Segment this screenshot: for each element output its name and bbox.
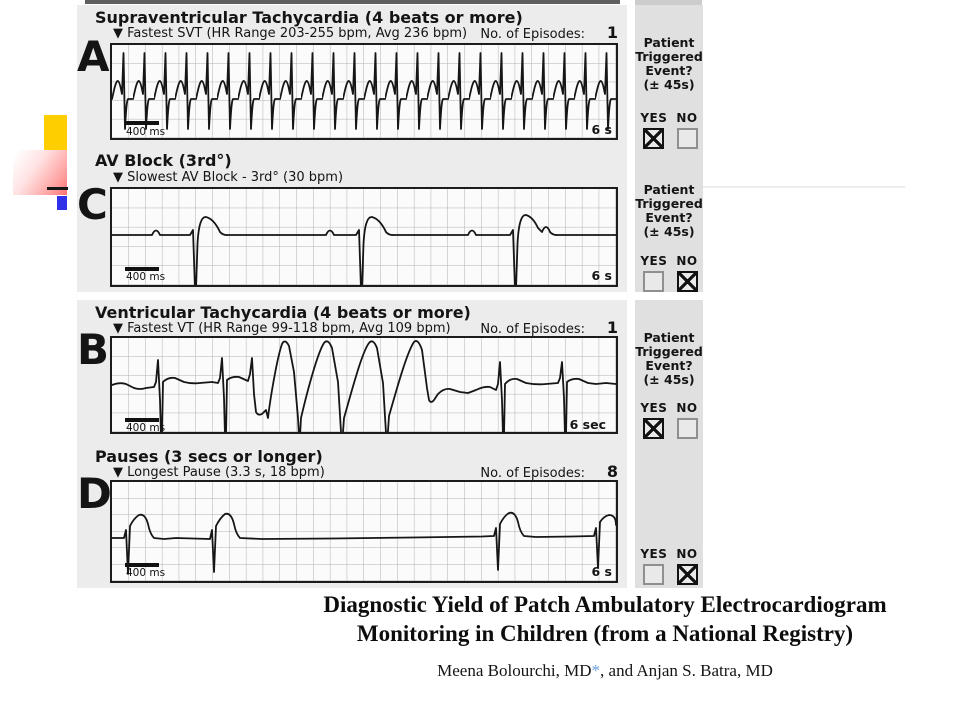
panel-a-episodes-label: No. of Episodes: [480, 27, 585, 42]
paper-title-line-2: Monitoring in Children (from a National … [356, 621, 854, 646]
panel-d-episodes-label: No. of Episodes: [480, 466, 585, 481]
sidebar-question-c-line1: Patient Triggered Event? [635, 182, 703, 225]
decor-blue-square [57, 196, 67, 210]
panel-b-yes-checkbox[interactable] [643, 418, 665, 439]
sidebar-question-b-line1: Patient Triggered Event? [635, 330, 703, 373]
sidebar-answer-a: YES NO [635, 111, 703, 149]
panel-a-letter: A [77, 32, 110, 81]
sidebar-answer-c: YES NO [635, 254, 703, 292]
sidebar-question-c-line2: (± 45s) [643, 224, 695, 239]
no-label-c: NO [676, 254, 698, 268]
panel-b-subtitle: ▼ Fastest VT (HR Range 99-118 bpm, Avg 1… [113, 321, 451, 336]
author-rest: , and Anjan S. Batra, MD [600, 661, 773, 680]
no-label-b: NO [676, 401, 698, 415]
top-border-strip [85, 0, 620, 4]
yes-label-a: YES [640, 111, 668, 125]
panel-d-episodes-value: 8 [606, 462, 618, 481]
author-asterisk: * [591, 661, 601, 680]
sidebar-question-b: Patient Triggered Event? (± 45s) [635, 331, 703, 387]
panel-c-waveform [112, 189, 616, 285]
author-name-1: Meena Bolourchi, MD [437, 661, 592, 680]
panel-c-yes-checkbox[interactable] [643, 271, 665, 292]
paper-authors: Meena Bolourchi, MD*, and Anjan S. Batra… [250, 661, 960, 681]
panel-c-title: AV Block (3rd°) [95, 151, 232, 170]
panel-d-scale-label: 400 ms [126, 567, 166, 579]
paper-title: Diagnostic Yield of Patch Ambulatory Ele… [250, 590, 960, 648]
panel-b-waveform [112, 338, 616, 432]
sidebar-top-strip [635, 0, 702, 7]
panel-c-subtitle: ▼ Slowest AV Block - 3rd° (30 bpm) [113, 170, 344, 185]
panel-b-title: Ventricular Tachycardia (4 beats or more… [95, 303, 471, 322]
panel-a-episodes-value: 1 [606, 23, 618, 42]
decor-yellow-square [44, 115, 67, 150]
panel-b-no-checkbox[interactable] [676, 418, 698, 439]
panel-d-no-checkbox[interactable] [676, 564, 698, 585]
panel-c-ecg-strip [110, 187, 618, 287]
panel-a-scale-label: 400 ms [126, 126, 166, 138]
panel-c-scale-bar [125, 267, 159, 271]
panel-b-duration-label: 6 sec [569, 417, 606, 432]
yes-label-d: YES [640, 547, 668, 561]
panel-d-yes-checkbox[interactable] [643, 564, 665, 585]
panel-b-episodes-value: 1 [606, 318, 618, 337]
panel-d-ecg-strip [110, 480, 618, 583]
panel-d-scale-bar [125, 563, 159, 567]
sidebar-question-a: Patient Triggered Event? (± 45s) [635, 36, 703, 92]
panel-d-duration-label: 6 s [591, 564, 613, 579]
faint-divider-line [703, 186, 905, 188]
sidebar-answer-b: YES NO [635, 401, 703, 439]
panel-a-subtitle: ▼ Fastest SVT (HR Range 203-255 bpm, Avg… [113, 26, 468, 41]
panel-a-yes-checkbox[interactable] [643, 128, 665, 149]
paper-title-line-1: Diagnostic Yield of Patch Ambulatory Ele… [323, 592, 887, 617]
sidebar-question-c: Patient Triggered Event? (± 45s) [635, 183, 703, 239]
panel-a-title: Supraventricular Tachycardia (4 beats or… [95, 8, 523, 27]
no-label-d: NO [676, 547, 698, 561]
panel-c-letter: C [77, 180, 108, 229]
sidebar-column-bottom [635, 300, 703, 588]
no-label-a: NO [676, 111, 698, 125]
sidebar-question-a-line1: Patient Triggered Event? [635, 35, 703, 78]
panel-c-scale-label: 400 ms [126, 271, 166, 283]
panel-a-scale-bar [125, 121, 159, 125]
panel-d-waveform [112, 482, 616, 581]
sidebar-answer-d: YES NO [635, 547, 703, 585]
sidebar-question-a-line2: (± 45s) [643, 77, 695, 92]
panel-d-subtitle: ▼ Longest Pause (3.3 s, 18 bpm) [113, 465, 325, 480]
panel-c-no-checkbox[interactable] [676, 271, 698, 292]
panel-b-ecg-strip [110, 336, 618, 434]
yes-label-c: YES [640, 254, 668, 268]
panel-a-duration-label: 6 s [591, 122, 613, 137]
panel-a-waveform [112, 45, 616, 138]
panel-d-title: Pauses (3 secs or longer) [95, 447, 323, 466]
panel-b-episodes-label: No. of Episodes: [480, 322, 585, 337]
panel-a-ecg-strip [110, 43, 618, 140]
decor-horizontal-line [47, 187, 68, 190]
panel-a-no-checkbox[interactable] [676, 128, 698, 149]
panel-d-letter: D [77, 469, 112, 518]
panel-b-letter: B [77, 325, 110, 374]
sidebar-question-b-line2: (± 45s) [643, 372, 695, 387]
panel-b-scale-label: 400 ms [126, 422, 166, 434]
panel-b-scale-bar [125, 418, 159, 422]
yes-label-b: YES [640, 401, 668, 415]
panel-c-duration-label: 6 s [591, 268, 613, 283]
